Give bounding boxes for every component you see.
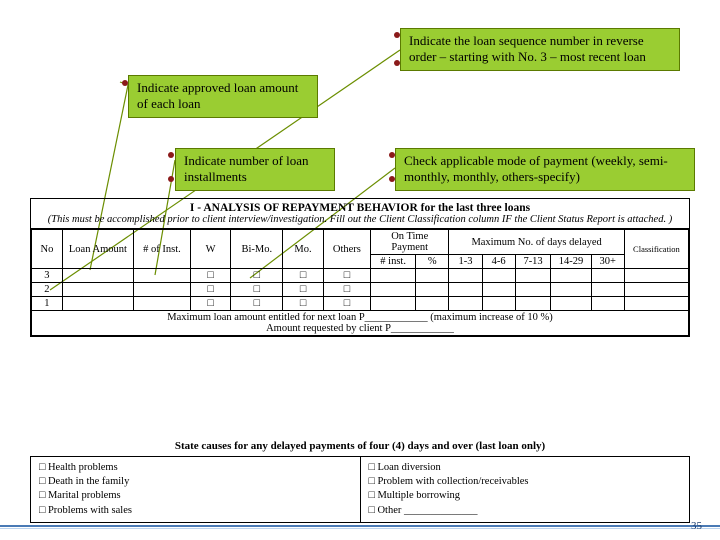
cause-item[interactable]: □ Health problems — [39, 461, 352, 475]
col-classification: Classification — [624, 230, 688, 269]
checkbox-cell[interactable]: □ — [231, 283, 283, 297]
sub-d4: 14-29 — [551, 255, 591, 269]
checkbox-cell[interactable]: □ — [283, 269, 323, 283]
sub-d2: 4-6 — [482, 255, 515, 269]
causes-left: □ Health problems □ Death in the family … — [31, 457, 360, 522]
callout-mode: Check applicable mode of payment (weekly… — [395, 148, 695, 191]
checkbox-cell[interactable]: □ — [190, 297, 230, 311]
page-number: 35 — [691, 520, 702, 532]
checkbox-cell[interactable]: □ — [323, 283, 370, 297]
callout-installments: Indicate number of loan installments — [175, 148, 335, 191]
checkbox-cell[interactable]: □ — [323, 297, 370, 311]
callout-loan-amount: Indicate approved loan amount of each lo… — [128, 75, 318, 118]
causes-right: □ Loan diversion □ Problem with collecti… — [360, 457, 690, 522]
analysis-section: I - ANALYSIS OF REPAYMENT BEHAVIOR for t… — [30, 198, 690, 337]
cause-item[interactable]: □ Other ______________ — [369, 504, 682, 518]
table-row: 3 □ □ □ □ — [32, 269, 689, 283]
checkbox-cell[interactable]: □ — [283, 283, 323, 297]
callout-sequence: Indicate the loan sequence number in rev… — [400, 28, 680, 71]
sub-pct: % — [416, 255, 449, 269]
max-loan-row: Maximum loan amount entitled for next lo… — [32, 311, 689, 336]
sub-d5: 30+ — [591, 255, 624, 269]
col-others: Others — [323, 230, 370, 269]
table-row: 1 □ □ □ □ — [32, 297, 689, 311]
checkbox-cell[interactable]: □ — [231, 269, 283, 283]
cause-item[interactable]: □ Loan diversion — [369, 461, 682, 475]
checkbox-cell[interactable]: □ — [190, 283, 230, 297]
sub-numinst: # inst. — [371, 255, 416, 269]
section1-title: I - ANALYSIS OF REPAYMENT BEHAVIOR for t… — [37, 202, 683, 214]
col-mo: Mo. — [283, 230, 323, 269]
max-line1: Maximum loan amount entitled for next lo… — [35, 312, 685, 323]
section1-sub: (This must be accomplished prior to clie… — [37, 214, 683, 225]
sub-d1: 1-3 — [449, 255, 482, 269]
col-ontime: On Time Payment — [371, 230, 449, 255]
col-inst: # of Inst. — [133, 230, 190, 269]
checkbox-cell[interactable]: □ — [231, 297, 283, 311]
checkbox-cell[interactable]: □ — [323, 269, 370, 283]
cause-item[interactable]: □ Problems with sales — [39, 504, 352, 518]
col-w: W — [190, 230, 230, 269]
causes-section: State causes for any delayed payments of… — [30, 440, 690, 523]
row-no: 3 — [32, 269, 63, 283]
col-loan-amount: Loan Amount — [62, 230, 133, 269]
cause-item[interactable]: □ Problem with collection/receivables — [369, 475, 682, 489]
cause-item[interactable]: □ Marital problems — [39, 489, 352, 503]
causes-title: State causes for any delayed payments of… — [30, 440, 690, 452]
sub-d3: 7-13 — [515, 255, 551, 269]
cause-item[interactable]: □ Death in the family — [39, 475, 352, 489]
col-bimo: Bi-Mo. — [231, 230, 283, 269]
table-row: 2 □ □ □ □ — [32, 283, 689, 297]
col-maxdays: Maximum No. of days delayed — [449, 230, 624, 255]
col-no: No — [32, 230, 63, 269]
checkbox-cell[interactable]: □ — [283, 297, 323, 311]
repayment-table: No Loan Amount # of Inst. W Bi-Mo. Mo. O… — [31, 229, 689, 336]
row-no: 1 — [32, 297, 63, 311]
max-line2: Amount requested by client P____________ — [35, 323, 685, 334]
cause-item[interactable]: □ Multiple borrowing — [369, 489, 682, 503]
row-no: 2 — [32, 283, 63, 297]
footer-rule — [0, 525, 720, 528]
checkbox-cell[interactable]: □ — [190, 269, 230, 283]
